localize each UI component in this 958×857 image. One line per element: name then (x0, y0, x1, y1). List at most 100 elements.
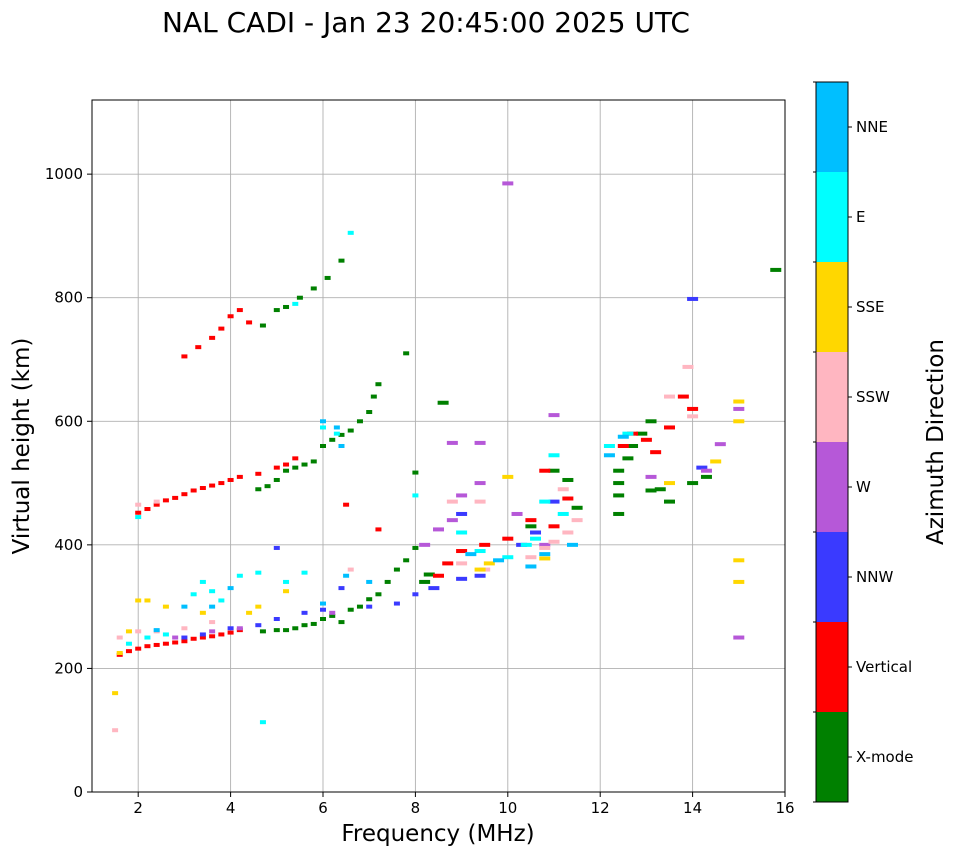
data-point-vertical (153, 642, 160, 647)
colorbar-tick-label: Vertical (856, 658, 912, 676)
data-point-w (172, 635, 179, 640)
data-point-vertical (135, 646, 142, 651)
data-point-x-mode (259, 323, 266, 328)
data-point-e (283, 579, 290, 584)
data-point-nne (525, 564, 537, 569)
y-tick-label: 0 (73, 783, 83, 801)
data-point-w (236, 626, 243, 631)
data-point-ssw (446, 499, 458, 504)
data-point-sse (483, 561, 495, 566)
data-point-ssw (687, 414, 699, 419)
data-point-vertical (227, 630, 234, 635)
y-axis-ticks: 0 200 400 600 800 1000 (45, 165, 92, 801)
data-point-vertical (375, 527, 382, 532)
data-point-e (144, 635, 151, 640)
data-point-nne (465, 552, 477, 557)
data-point-x-mode (393, 567, 400, 572)
data-point-vertical (433, 573, 444, 578)
data-point-vertical (539, 468, 551, 473)
data-point-ssw (664, 394, 675, 399)
data-point-x-mode (403, 558, 410, 563)
data-point-sse (664, 481, 675, 486)
data-point-w (474, 481, 486, 486)
data-point-nnw (696, 465, 708, 470)
data-point-ssw (181, 626, 188, 631)
y-axis-label: Virtual height (km) (9, 338, 35, 555)
data-point-ssw (525, 555, 537, 560)
colorbar-tick-label: NNW (856, 568, 893, 586)
data-point-vertical (144, 507, 151, 512)
data-point-vertical (153, 502, 160, 507)
data-point-ssw (347, 567, 354, 572)
data-point-nnw (366, 604, 373, 609)
data-point-nnw (687, 296, 699, 301)
data-point-x-mode (562, 477, 574, 482)
y-tick-label: 800 (54, 289, 83, 307)
data-point-ssw (135, 629, 142, 634)
data-point-w (446, 518, 458, 523)
data-point-x-mode (627, 444, 639, 448)
data-point-vertical (236, 474, 243, 479)
data-point-sse (283, 589, 290, 594)
data-point-sse (246, 610, 253, 615)
data-point-vertical (181, 492, 188, 497)
data-point-nne (539, 552, 551, 557)
data-point-ssw (135, 502, 142, 507)
plot-area: 2 4 6 8 10 12 14 16 0 200 400 600 800 1000 (45, 99, 795, 817)
data-point-w (209, 629, 216, 634)
data-point-sse (116, 650, 123, 655)
data-point-e (320, 425, 326, 430)
data-point-vertical (209, 634, 216, 639)
data-point-vertical (135, 510, 142, 515)
plot-frame (91, 99, 786, 793)
data-point-x-mode (273, 628, 280, 633)
data-point-vertical (172, 640, 179, 645)
data-point-ssw (209, 620, 216, 625)
data-point-ssw (682, 364, 694, 369)
data-point-e (199, 579, 206, 584)
colorbar-swatch-sse (816, 262, 848, 352)
data-point-vertical (617, 444, 629, 448)
data-point-sse (733, 399, 745, 404)
data-point-w (419, 542, 431, 547)
colorbar-swatch-e (816, 172, 848, 262)
data-point-vertical (456, 549, 468, 554)
data-point-x-mode (338, 432, 345, 437)
data-point-nne (209, 604, 216, 609)
data-point-nnw (530, 530, 542, 535)
data-point-vertical (190, 488, 197, 493)
data-point-x-mode (419, 579, 431, 584)
data-point-nne (566, 542, 578, 547)
data-point-vertical (199, 486, 206, 491)
data-point-w (539, 542, 551, 547)
data-point-vertical (190, 636, 197, 641)
data-point-nne (181, 604, 188, 609)
x-tick-label: 14 (683, 799, 702, 817)
data-point-w (329, 610, 336, 615)
data-point-x-mode (338, 620, 345, 625)
data-point-vertical (209, 483, 216, 488)
data-point-x-mode (301, 462, 308, 467)
data-point-x-mode (283, 468, 290, 473)
colorbar-tick-label: X-mode (856, 748, 913, 766)
colorbar-swatch-w (816, 442, 848, 532)
data-point-nne (366, 579, 373, 584)
data-point-nnw (456, 511, 468, 516)
data-point-e (259, 720, 266, 725)
y-tick-label: 400 (54, 536, 83, 554)
data-point-vertical (218, 326, 225, 331)
data-point-x-mode (403, 351, 410, 356)
data-point-sse (733, 419, 745, 424)
data-point-e (548, 453, 560, 458)
data-point-x-mode (273, 308, 280, 313)
data-point-x-mode (636, 431, 648, 436)
data-point-x-mode (548, 468, 560, 473)
data-point-sse (125, 629, 132, 634)
data-point-x-mode (329, 437, 336, 442)
data-point-x-mode (259, 629, 266, 634)
y-tick-label: 1000 (45, 165, 83, 183)
data-point-x-mode (613, 468, 625, 473)
data-point-x-mode (370, 394, 377, 399)
data-point-w (511, 511, 523, 516)
colorbar-swatch-x-mode (816, 712, 848, 802)
